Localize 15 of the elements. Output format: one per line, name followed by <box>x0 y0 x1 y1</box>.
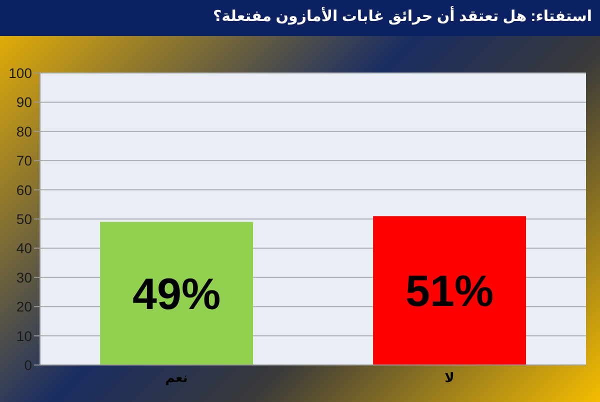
y-tick-label: 60 <box>16 182 32 198</box>
x-tick-label: نعم <box>165 370 188 386</box>
y-tick-label: 0 <box>24 356 32 373</box>
y-tick-label: 90 <box>16 94 32 110</box>
y-tick-label: 50 <box>16 210 32 227</box>
x-tick-label: لا <box>444 370 454 386</box>
y-tick-label: 40 <box>16 240 32 256</box>
y-tick-label: 80 <box>16 123 32 140</box>
data-label: 51% <box>406 267 494 316</box>
y-tick-label: 30 <box>16 269 32 286</box>
data-label: 49% <box>132 270 221 320</box>
y-tick-label: 20 <box>16 298 32 315</box>
y-tick-label: 70 <box>16 152 32 169</box>
y-tick-label: 100 <box>8 64 32 81</box>
chart-title: استفتاء: هل تعتقد أن حرائق غابات الأمازون مفتعلة؟ <box>0 0 600 36</box>
